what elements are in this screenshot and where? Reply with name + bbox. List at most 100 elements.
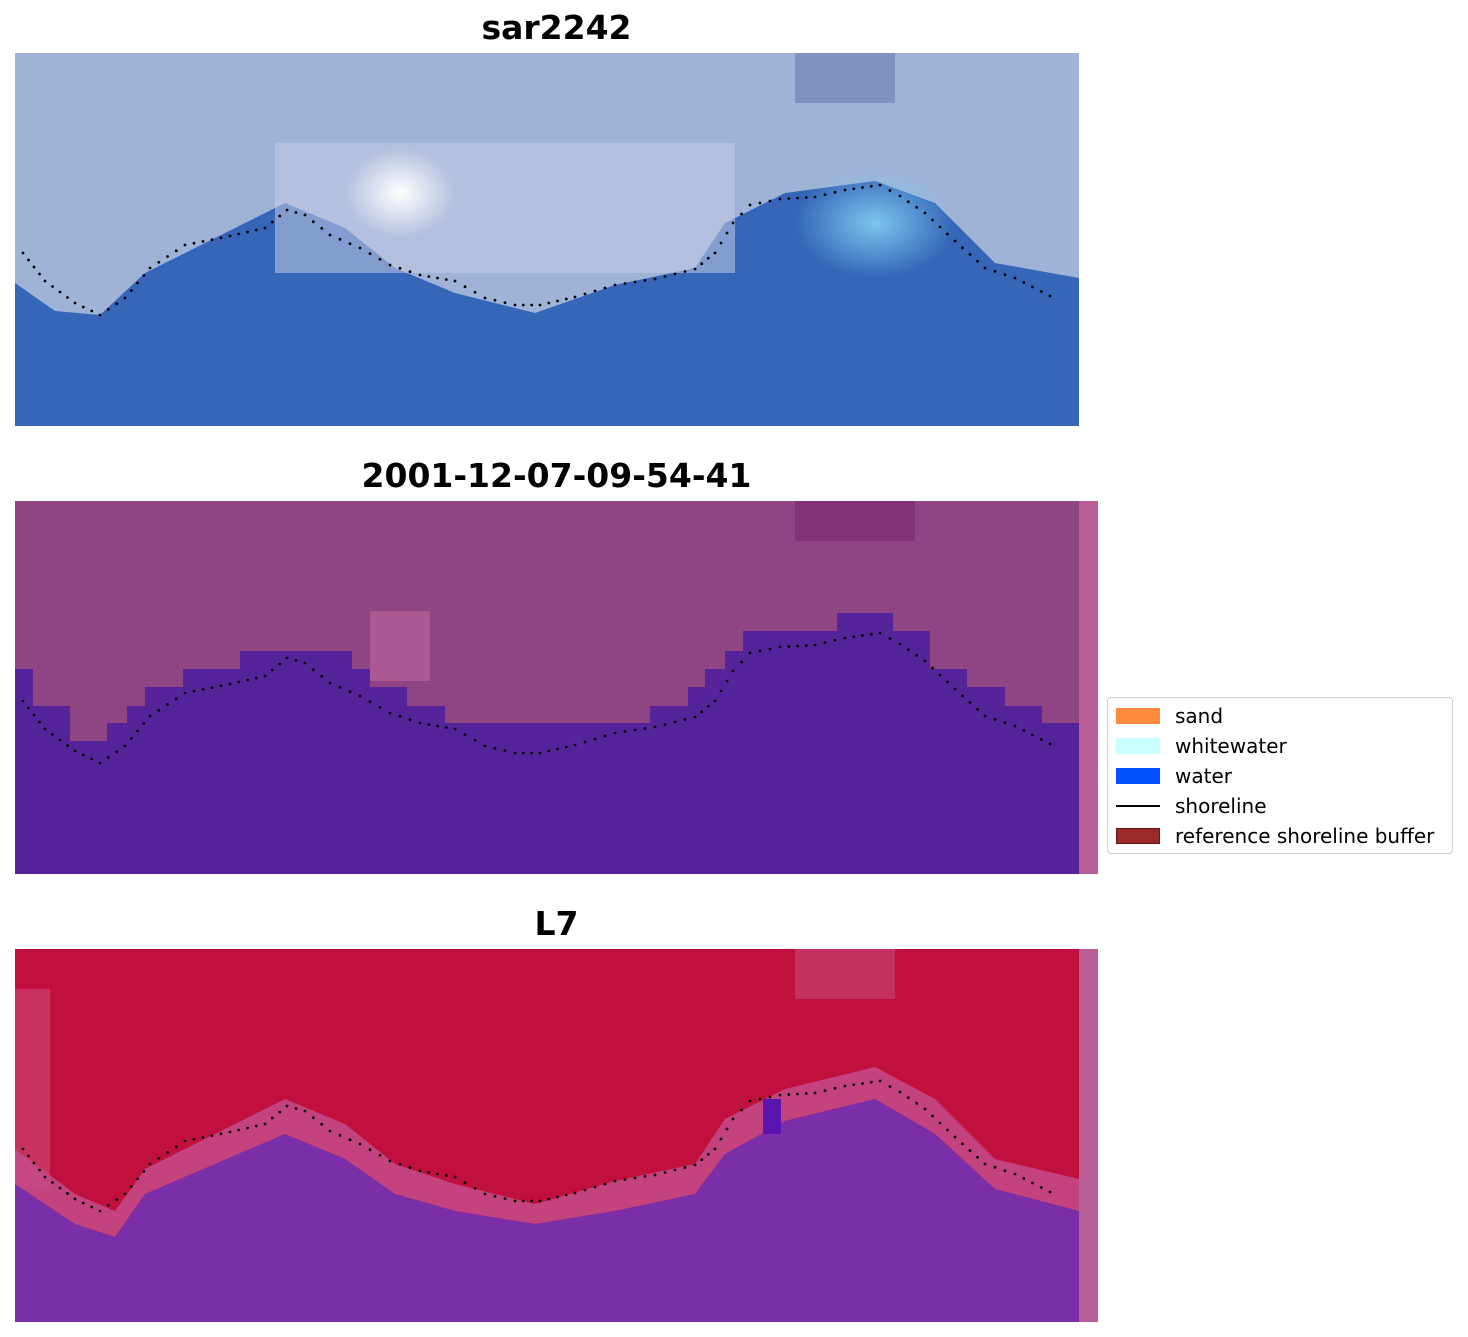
shoreline-dot — [719, 689, 723, 693]
shoreline-dot — [643, 727, 647, 730]
shoreline-dot — [613, 1179, 617, 1183]
shoreline-dot — [436, 276, 439, 280]
shoreline-dot — [142, 722, 146, 725]
panel-2-title: 2001-12-07-09-54-41 — [361, 456, 752, 495]
shoreline-dot — [731, 1117, 735, 1121]
panel-3-title: L7 — [534, 904, 579, 943]
shoreline-dot — [21, 1147, 25, 1151]
shoreline-dot — [683, 718, 687, 721]
shoreline-dot — [368, 700, 372, 704]
shoreline-dot — [968, 701, 972, 704]
shoreline-dot — [623, 1178, 627, 1181]
shoreline-dot — [843, 636, 847, 640]
shoreline-dot — [603, 734, 607, 738]
shoreline-dot — [888, 637, 892, 640]
shoreline-dot — [603, 286, 607, 290]
legend-line-shoreline — [1116, 805, 1160, 807]
shoreline-dot — [418, 721, 422, 725]
shoreline-dot — [673, 272, 677, 276]
shoreline-dot — [166, 703, 169, 706]
shoreline-dot — [725, 679, 729, 683]
shoreline-dot — [787, 645, 791, 648]
shoreline-dot — [263, 226, 267, 230]
shoreline-dot — [700, 262, 704, 266]
shoreline-dot — [388, 1159, 392, 1163]
shoreline-dot — [254, 228, 258, 232]
shoreline-dot — [898, 1090, 902, 1094]
panel-2-image — [15, 501, 1079, 874]
shoreline-dot — [740, 212, 743, 216]
shoreline-dot — [768, 199, 772, 203]
shoreline-dot — [833, 638, 837, 642]
shoreline-dot — [408, 1166, 412, 1170]
shoreline-dot — [923, 1107, 927, 1111]
shoreline-dot — [861, 634, 864, 637]
panel-3-image — [15, 949, 1079, 1322]
shoreline-dot — [968, 1149, 972, 1152]
shoreline-dot — [931, 218, 934, 222]
shoreline-dot — [983, 1162, 987, 1166]
shoreline-dot — [493, 298, 497, 302]
shoreline-dot — [888, 189, 892, 192]
shoreline-dot — [38, 272, 41, 276]
shoreline-dot — [503, 1197, 507, 1201]
shoreline-dot — [237, 680, 241, 684]
shoreline-dot — [861, 186, 864, 189]
shoreline-dot — [538, 303, 542, 307]
shoreline-dot — [823, 1089, 827, 1093]
shoreline-dot — [663, 723, 667, 726]
panel-1-image — [15, 53, 1079, 426]
shoreline-dot — [1039, 1186, 1043, 1189]
shoreline-dot — [613, 731, 617, 735]
shoreline-dot — [123, 296, 127, 300]
shoreline-dot — [483, 296, 487, 300]
legend-item-shoreline: shoreline — [1116, 794, 1267, 818]
legend-label-shoreline: shoreline — [1175, 794, 1267, 818]
legend-label-water: water — [1175, 764, 1232, 788]
shoreline-dot — [513, 303, 517, 307]
shoreline-dot — [228, 234, 232, 238]
shoreline-dot — [538, 1199, 542, 1203]
shoreline-dot — [725, 1127, 729, 1131]
shoreline-dot — [653, 725, 657, 729]
shoreline-dot — [348, 242, 352, 246]
shoreline-dot — [1022, 281, 1026, 284]
shoreline-dot — [993, 717, 997, 721]
shoreline-dot — [683, 1166, 687, 1169]
shoreline-dot — [740, 1108, 743, 1112]
shoreline-dot — [852, 635, 856, 639]
shoreline-dot — [473, 290, 477, 294]
shoreline-dot — [530, 303, 534, 307]
shoreline-dot — [915, 205, 919, 209]
shoreline-dot — [90, 309, 94, 313]
shoreline-dot — [843, 188, 847, 192]
shoreline-dot — [210, 1134, 214, 1137]
shoreline-dot — [27, 258, 30, 262]
shoreline-dot — [706, 704, 710, 708]
shoreline-dot — [427, 723, 431, 726]
legend-swatch-whitewater — [1116, 738, 1160, 754]
shoreline-dot — [148, 266, 152, 270]
shoreline-dot — [1022, 729, 1026, 732]
shoreline-dot — [278, 1110, 282, 1114]
shoreline-dot — [725, 231, 729, 235]
shoreline-dot — [123, 744, 127, 748]
shoreline-dot — [787, 197, 791, 200]
shoreline-dot — [547, 749, 551, 753]
shoreline-dot — [663, 1171, 667, 1174]
shoreline-dot — [1013, 1172, 1017, 1176]
shoreline-dot — [254, 1124, 258, 1128]
shoreline-dot — [115, 750, 119, 754]
shoreline-dot — [81, 753, 85, 757]
shoreline-dot — [228, 1130, 232, 1134]
shoreline-dot — [388, 263, 392, 267]
panel-2-dark-band — [795, 501, 915, 541]
shoreline-dot — [129, 1185, 133, 1188]
shoreline-dot — [1048, 742, 1052, 746]
shoreline-dot — [1048, 294, 1052, 298]
shoreline-dot — [73, 749, 77, 753]
shoreline-dot — [1022, 1177, 1026, 1180]
shoreline-dot — [129, 737, 133, 740]
shoreline-dot — [278, 214, 282, 218]
shoreline-dot — [843, 1084, 847, 1088]
